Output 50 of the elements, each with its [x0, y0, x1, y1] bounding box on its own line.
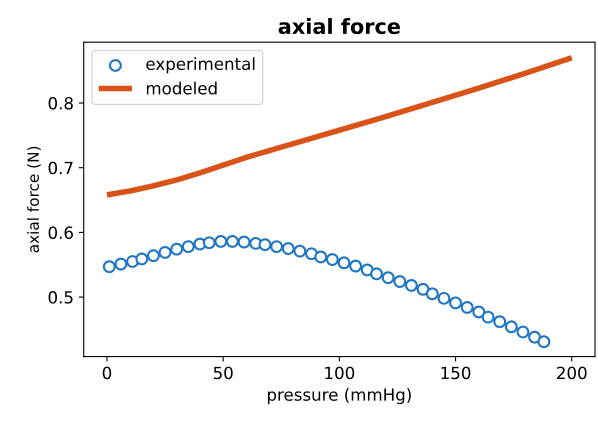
point [504, 320, 518, 334]
point [370, 267, 383, 280]
point [326, 253, 339, 266]
point [202, 236, 216, 250]
x-tick-label: 200 [557, 366, 587, 380]
chart-title: axial force [278, 18, 400, 34]
point [170, 242, 184, 256]
y-tick-label: 0.8 [48, 96, 73, 110]
point [338, 256, 350, 270]
point [114, 258, 128, 271]
y-tick-label: 0.6 [48, 226, 73, 239]
point [158, 246, 172, 259]
point [282, 242, 295, 255]
point [449, 296, 462, 310]
point [393, 275, 406, 288]
point [516, 326, 530, 338]
point [460, 301, 474, 314]
y-tick-label: 0.5 [48, 291, 73, 304]
point [426, 287, 439, 300]
point [293, 244, 306, 258]
x-tick-label: 150 [441, 366, 470, 380]
point [349, 260, 362, 272]
point [182, 240, 195, 254]
point [382, 271, 395, 284]
x-tick-label: 100 [325, 366, 354, 380]
point [360, 263, 374, 276]
point [314, 250, 328, 264]
x-axis-title: pressure (mmHg) [268, 388, 411, 404]
point [102, 260, 116, 274]
point [270, 240, 284, 254]
y-tick-label: 0.7 [48, 162, 73, 174]
point [493, 315, 506, 328]
point [147, 249, 160, 262]
legend-label: modeled [146, 82, 217, 95]
x-tick-label: 0 [102, 366, 112, 380]
point [528, 330, 542, 344]
point [135, 252, 148, 266]
point [537, 335, 550, 348]
point [404, 279, 418, 292]
point [214, 235, 228, 248]
legend-label: experimental [146, 57, 254, 74]
y-axis-title: axial force (N) [27, 146, 41, 252]
x-tick-label: 50 [214, 366, 233, 380]
point [258, 238, 272, 252]
point [472, 306, 486, 318]
point [416, 282, 430, 296]
point [438, 292, 450, 305]
point [238, 236, 251, 249]
point [226, 235, 239, 248]
point [482, 310, 495, 324]
